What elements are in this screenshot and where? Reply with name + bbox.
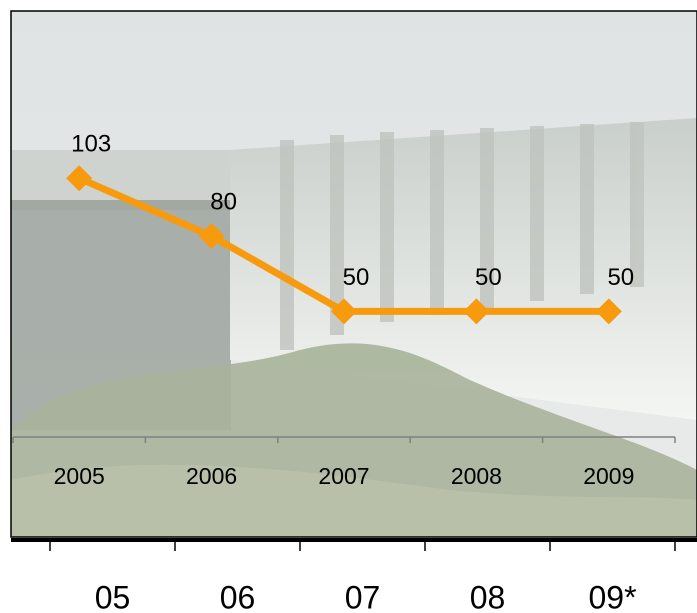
x2-tick-label: 05 (95, 579, 131, 613)
x-tick-label: 2008 (451, 463, 502, 489)
x-tick-label: 2005 (54, 463, 105, 489)
x-tick-label: 2009 (583, 463, 634, 489)
x2-tick-label: 08 (470, 579, 506, 613)
data-label: 50 (343, 264, 370, 291)
x2-tick-label: 07 (345, 579, 381, 613)
x2-tick-label: 06 (220, 579, 256, 613)
data-label: 50 (475, 264, 502, 291)
page: {"chart_data": {"type": "line", "categor… (0, 0, 697, 613)
data-label: 50 (607, 264, 634, 291)
x-tick-label: 2007 (318, 463, 369, 489)
chart: 2005 2006 2007 2008 2009 103 80 50 50 50 05 06 07 08 0… (0, 0, 697, 613)
x2-tick-label: 09* (588, 579, 636, 613)
data-label: 103 (71, 131, 111, 158)
x-tick-label: 2006 (186, 463, 237, 489)
data-label: 80 (210, 188, 237, 215)
